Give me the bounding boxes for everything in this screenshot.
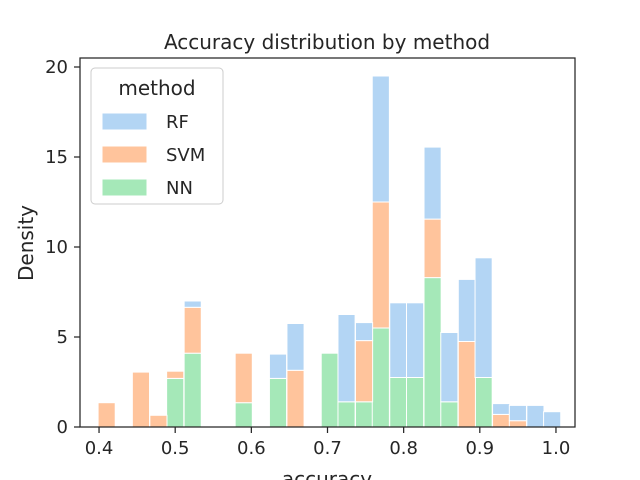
bar-rf-10 [354, 322, 374, 342]
legend: method RF SVM NN [90, 67, 224, 205]
bar-svm-3 [166, 370, 185, 379]
x-axis-ticks: 0.4 0.5 0.6 0.7 0.8 0.9 1.0 [85, 427, 571, 459]
bar-rf-16 [457, 278, 476, 342]
bar-svm-5 [234, 352, 253, 404]
y-tick-label: 0 [57, 417, 68, 438]
bar-svm-14 [423, 218, 442, 279]
x-tick-label: 0.8 [389, 438, 418, 459]
bar-rf-4 [183, 300, 202, 308]
bar-nn-10 [354, 401, 374, 428]
bar-rf-9 [337, 314, 356, 403]
bar-svm-4 [183, 306, 202, 354]
legend-swatch-nn [101, 178, 148, 197]
bar-svm-10 [354, 340, 374, 403]
bar-nn-5 [234, 402, 253, 428]
bar-nn-14 [423, 277, 442, 428]
bar-nn-3 [166, 377, 185, 428]
bar-rf-6 [268, 353, 288, 379]
bar-rf-13 [406, 302, 425, 378]
y-tick-label: 20 [45, 57, 68, 78]
y-tick-label: 10 [45, 237, 68, 258]
bar-rf-14 [423, 146, 442, 220]
bar-svm-2 [149, 414, 168, 428]
bar-nn-12 [389, 377, 408, 428]
bar-nn-17 [474, 377, 493, 428]
legend-swatch-svm [101, 145, 148, 164]
legend-label-nn: NN [166, 178, 193, 199]
bar-svm-18 [492, 413, 511, 428]
chart-title: Accuracy distribution by method [164, 30, 490, 54]
bar-svm-7 [286, 369, 305, 428]
legend-items: RF SVM NN [101, 112, 205, 199]
bar-rf-11 [371, 75, 390, 203]
histogram-bars [97, 75, 562, 428]
bar-rf-21 [543, 411, 562, 428]
x-tick-label: 1.0 [542, 438, 571, 459]
bar-nn-4 [183, 352, 202, 428]
bar-rf-12 [389, 302, 408, 378]
x-tick-label: 0.7 [313, 438, 342, 459]
y-axis-ticks: 0 5 10 15 20 [45, 57, 80, 438]
bar-svm-0 [97, 402, 116, 428]
bar-rf-15 [440, 332, 459, 403]
bar-svm-11 [371, 201, 390, 329]
bar-svm-1 [131, 371, 150, 428]
bar-rf-18 [492, 403, 511, 415]
bar-nn-8 [320, 352, 339, 428]
bar-nn-15 [440, 401, 459, 428]
y-tick-label: 15 [45, 147, 68, 168]
bar-nn-11 [371, 327, 390, 428]
bar-rf-7 [286, 323, 305, 371]
bar-rf-20 [526, 404, 545, 428]
y-axis-label: Density [14, 205, 38, 281]
bar-nn-13 [406, 377, 425, 428]
x-tick-label: 0.4 [85, 438, 114, 459]
bar-nn-9 [337, 401, 356, 428]
bar-rf-17 [474, 257, 493, 378]
x-axis-label: accuracy [282, 467, 372, 480]
legend-label-rf: RF [166, 112, 189, 133]
x-tick-label: 0.5 [161, 438, 190, 459]
bar-svm-19 [508, 420, 527, 428]
x-tick-label: 0.6 [237, 438, 266, 459]
bar-rf-19 [508, 404, 527, 422]
bar-svm-16 [457, 341, 476, 428]
legend-label-svm: SVM [166, 145, 205, 166]
x-tick-label: 0.9 [465, 438, 494, 459]
legend-title: method [118, 76, 195, 100]
legend-swatch-rf [101, 112, 148, 131]
y-tick-label: 5 [57, 327, 68, 348]
bar-nn-6 [268, 377, 288, 428]
legend-box [90, 67, 224, 205]
